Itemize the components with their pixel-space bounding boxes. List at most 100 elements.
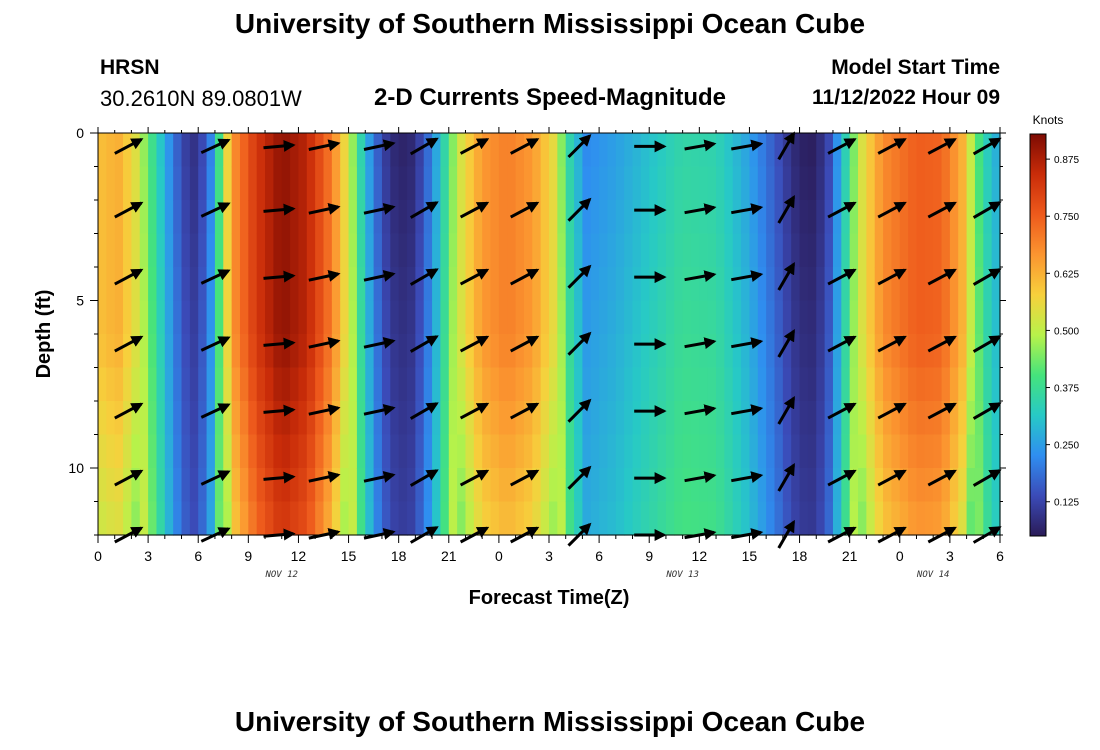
heatmap-cell	[615, 133, 625, 168]
heatmap-cell	[574, 334, 584, 369]
heatmap-cell	[139, 334, 149, 369]
heatmap-cell	[507, 501, 517, 536]
heatmap-cell	[306, 401, 316, 436]
current-vector-arrow	[509, 402, 540, 420]
heatmap-cell	[690, 200, 700, 235]
heatmap-cell	[949, 501, 959, 536]
colorbar-gradient	[1029, 133, 1047, 537]
heatmap-cell	[807, 133, 817, 168]
heatmap-cell	[716, 401, 725, 436]
heatmap-cell	[432, 200, 442, 235]
heatmap-cell	[690, 133, 700, 168]
heatmap-cell	[699, 267, 709, 302]
heatmap-cell	[807, 166, 817, 201]
heatmap-cell	[440, 267, 450, 302]
x-tick-label: 12	[291, 548, 307, 564]
heatmap-cell	[624, 166, 634, 201]
heatmap-cell	[114, 334, 124, 369]
heatmap-cell	[640, 200, 650, 235]
heatmap-cell	[231, 300, 241, 335]
heatmap-cell	[515, 200, 525, 235]
heatmap-cell	[724, 300, 734, 335]
current-vector-arrow	[877, 335, 907, 353]
heatmap-cell	[507, 133, 517, 168]
heatmap-cell	[774, 334, 784, 369]
heatmap-cell	[816, 401, 826, 436]
heatmap-cell	[991, 133, 1001, 168]
heatmap-cell	[290, 401, 300, 436]
heatmap-cell	[949, 434, 959, 469]
heatmap-cell	[189, 401, 199, 436]
heatmap-cell	[574, 434, 584, 469]
heatmap-cell	[306, 501, 316, 536]
heatmap-cell	[448, 233, 458, 268]
heatmap-cell	[498, 267, 508, 302]
heatmap-cell	[407, 501, 416, 536]
heatmap-cell	[373, 233, 383, 268]
heatmap-cell	[574, 267, 584, 302]
heatmap-cell	[206, 166, 216, 201]
heatmap-cell	[908, 334, 918, 369]
heatmap-cell	[549, 267, 558, 302]
heatmap-cell	[490, 133, 500, 168]
heatmap-cell	[198, 501, 208, 536]
heatmap-cell	[690, 434, 700, 469]
heatmap-cell	[323, 200, 333, 235]
heatmap-cell	[331, 434, 341, 469]
heatmap-cell	[231, 434, 241, 469]
heatmap-cell	[657, 200, 667, 235]
heatmap-cell	[123, 434, 133, 469]
heatmap-cell	[941, 434, 951, 469]
heatmap-cell	[749, 166, 759, 201]
heatmap-cell	[899, 233, 909, 268]
heatmap-cell	[440, 401, 450, 436]
heatmap-cell	[858, 434, 867, 469]
heatmap-cell	[273, 334, 283, 369]
heatmap-cell	[908, 233, 918, 268]
heatmap-cell	[816, 468, 826, 503]
heatmap-cell	[148, 267, 158, 302]
heatmap-cell	[916, 334, 926, 369]
heatmap-cell	[123, 501, 133, 536]
heatmap-cell	[139, 300, 149, 335]
heatmap-cell	[682, 468, 692, 503]
heatmap-cell	[206, 334, 216, 369]
heatmap-cell	[858, 133, 867, 168]
heatmap-cell	[866, 468, 876, 503]
heatmap-cell	[323, 334, 333, 369]
heatmap-cell	[114, 267, 124, 302]
heatmap-cell	[281, 300, 291, 335]
heatmap-cell	[189, 267, 199, 302]
heatmap-cell	[883, 468, 893, 503]
heatmap-cell	[791, 334, 801, 369]
heatmap-cell	[223, 468, 233, 503]
heatmap-cell	[323, 300, 333, 335]
heatmap-cell	[415, 434, 425, 469]
heatmap-cell	[298, 334, 308, 369]
x-tick-label: 21	[842, 548, 858, 564]
current-vector-arrow	[509, 469, 540, 487]
heatmap-cell	[816, 166, 826, 201]
heatmap-cell	[891, 434, 901, 469]
heatmap-cell	[340, 233, 350, 268]
heatmap-cell	[707, 233, 717, 268]
heatmap-cell	[315, 401, 325, 436]
heatmap-cell	[156, 468, 166, 503]
heatmap-cell	[448, 166, 458, 201]
heatmap-cell	[933, 434, 943, 469]
heatmap-cell	[131, 166, 141, 201]
current-vector-arrow	[567, 465, 592, 490]
heatmap-cell	[457, 367, 467, 402]
heatmap-cell	[315, 334, 325, 369]
current-vector-arrow	[731, 337, 764, 349]
heatmap-cell	[782, 200, 792, 235]
current-vector-arrow	[567, 197, 592, 222]
heatmap-cell	[331, 501, 341, 536]
heatmap-cell	[682, 367, 692, 402]
heatmap-cell	[181, 200, 191, 235]
current-vector-arrow	[972, 335, 1002, 353]
current-vector-arrow	[927, 469, 957, 487]
current-vector-arrow	[459, 138, 490, 155]
heatmap-cell	[849, 166, 859, 201]
heatmap-cell	[607, 501, 617, 536]
